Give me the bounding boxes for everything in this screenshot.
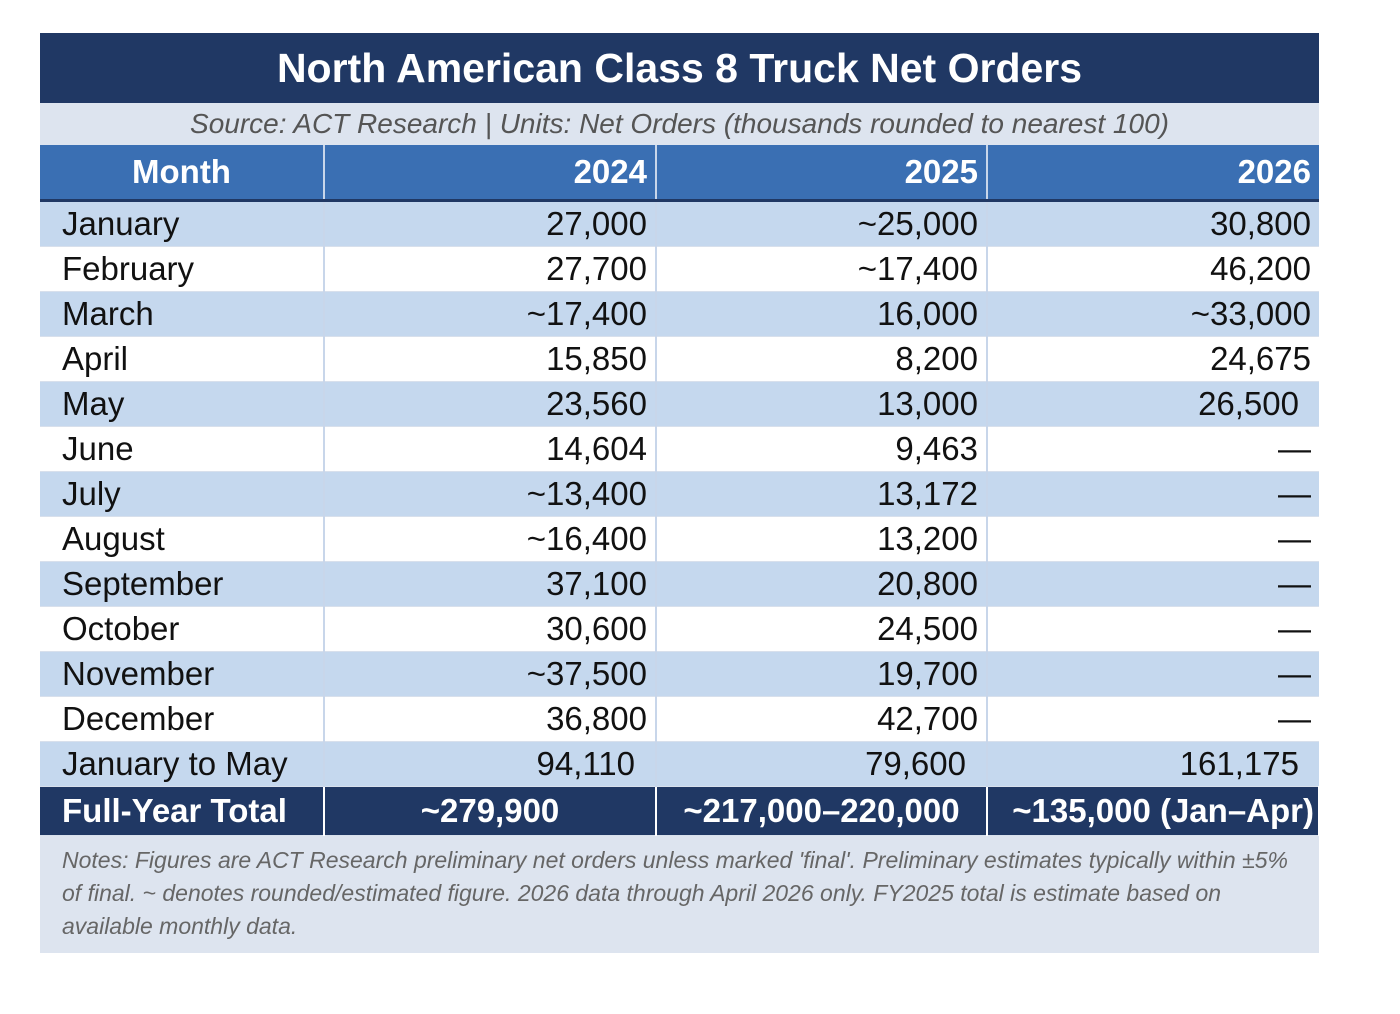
orders-table: Month 2024 2025 2026 January 27,000 ~25,00… — [40, 145, 1320, 836]
cell-month: July — [40, 471, 325, 517]
column-header-2024: 2024 — [324, 145, 657, 202]
cell-value-2024: 27,000 — [324, 200, 657, 247]
cell-month: August — [40, 516, 325, 562]
cell-value-2024: ~17,400 — [324, 291, 657, 337]
notes-text: Notes: Figures are ACT Research prelimin… — [40, 836, 1319, 953]
cell-month: January — [40, 200, 325, 247]
table-row: May 23,560 13,000 26,500 — [40, 381, 1319, 427]
cell-value-2026: 161,175 — [987, 741, 1319, 787]
total-label: Full-Year Total — [40, 786, 325, 836]
cell-month: April — [40, 336, 325, 382]
cell-value-2025: 79,600 — [656, 741, 988, 787]
table-row: September 37,100 20,800— — [40, 561, 1319, 607]
cell-value-2024: 30,600 — [324, 606, 657, 652]
cell-value-2026: — — [987, 516, 1319, 562]
table-row: January 27,000 ~25,000 30,800 — [40, 200, 1319, 247]
cell-value-2024: 37,100 — [324, 561, 657, 607]
cell-month: January to May — [40, 741, 325, 787]
cell-value-2024: ~16,400 — [324, 516, 657, 562]
cell-value-2026: — — [987, 606, 1319, 652]
cell-value-2025: 24,500 — [656, 606, 988, 652]
table-row: July ~13,400 13,172— — [40, 471, 1319, 517]
cell-value-2025: 13,172 — [656, 471, 988, 517]
cell-value-2024: 14,604 — [324, 426, 657, 472]
header-row: Month 2024 2025 2026 — [40, 145, 1319, 202]
table-row: October 30,600 24,500— — [40, 606, 1319, 652]
cell-month: November — [40, 651, 325, 697]
source-line: Source: ACT Research | Units: Net Orders… — [40, 103, 1319, 145]
table-title: North American Class 8 Truck Net Orders — [40, 33, 1319, 103]
table-row: December 36,800 42,700— — [40, 696, 1319, 742]
table-body: January 27,000 ~25,000 30,800 February 27,700… — [40, 200, 1319, 787]
total-2026: ~135,000 (Jan–Apr) — [987, 786, 1320, 836]
table-card: North American Class 8 Truck Net Orders … — [40, 33, 1320, 953]
total-2024: ~279,900 — [324, 786, 657, 836]
cell-value-2026: — — [987, 561, 1319, 607]
cell-month: February — [40, 246, 325, 292]
table-row: March ~17,400 16,000 ~33,000 — [40, 291, 1319, 337]
cell-value-2024: 15,850 — [324, 336, 657, 382]
cell-value-2025: 42,700 — [656, 696, 988, 742]
table-row: August ~16,400 13,200— — [40, 516, 1319, 562]
cell-value-2026: — — [987, 471, 1319, 517]
cell-value-2026: — — [987, 696, 1319, 742]
cell-value-2026: 46,200 — [987, 246, 1319, 292]
table-row: January to May 94,110 79,600 161,175 — [40, 741, 1319, 787]
cell-value-2025: 16,000 — [656, 291, 988, 337]
cell-value-2024: 36,800 — [324, 696, 657, 742]
cell-value-2026: 24,675 — [987, 336, 1319, 382]
cell-value-2025: 9,463 — [656, 426, 988, 472]
cell-value-2024: ~13,400 — [324, 471, 657, 517]
table-row: February 27,700 ~17,400 46,200 — [40, 246, 1319, 292]
cell-value-2025: 13,000 — [656, 381, 988, 427]
cell-value-2025: ~17,400 — [656, 246, 988, 292]
cell-month: December — [40, 696, 325, 742]
total-row: Full-Year Total ~279,900 ~217,000–220,00… — [40, 786, 1320, 836]
table-row: November ~37,500 19,700— — [40, 651, 1319, 697]
cell-month: September — [40, 561, 325, 607]
cell-value-2024: 23,560 — [324, 381, 657, 427]
cell-month: June — [40, 426, 325, 472]
column-header-2025: 2025 — [656, 145, 988, 202]
cell-value-2026: ~33,000 — [987, 291, 1319, 337]
table-row: June 14,604 9,463— — [40, 426, 1319, 472]
cell-value-2024: 94,110 — [324, 741, 657, 787]
cell-month: March — [40, 291, 325, 337]
table-row: April 15,850 8,200 24,675 — [40, 336, 1319, 382]
cell-value-2025: 20,800 — [656, 561, 988, 607]
cell-value-2025: 8,200 — [656, 336, 988, 382]
cell-value-2025: ~25,000 — [656, 200, 988, 247]
cell-value-2025: 13,200 — [656, 516, 988, 562]
total-2025: ~217,000–220,000 — [656, 786, 988, 836]
cell-value-2026: — — [987, 426, 1319, 472]
cell-value-2025: 19,700 — [656, 651, 988, 697]
column-header-2026: 2026 — [987, 145, 1319, 202]
cell-value-2024: ~37,500 — [324, 651, 657, 697]
column-header-month: Month — [40, 145, 325, 202]
cell-month: October — [40, 606, 325, 652]
cell-value-2026: 26,500 — [987, 381, 1319, 427]
cell-value-2026: — — [987, 651, 1319, 697]
cell-value-2026: 30,800 — [987, 200, 1319, 247]
cell-value-2024: 27,700 — [324, 246, 657, 292]
cell-month: May — [40, 381, 325, 427]
